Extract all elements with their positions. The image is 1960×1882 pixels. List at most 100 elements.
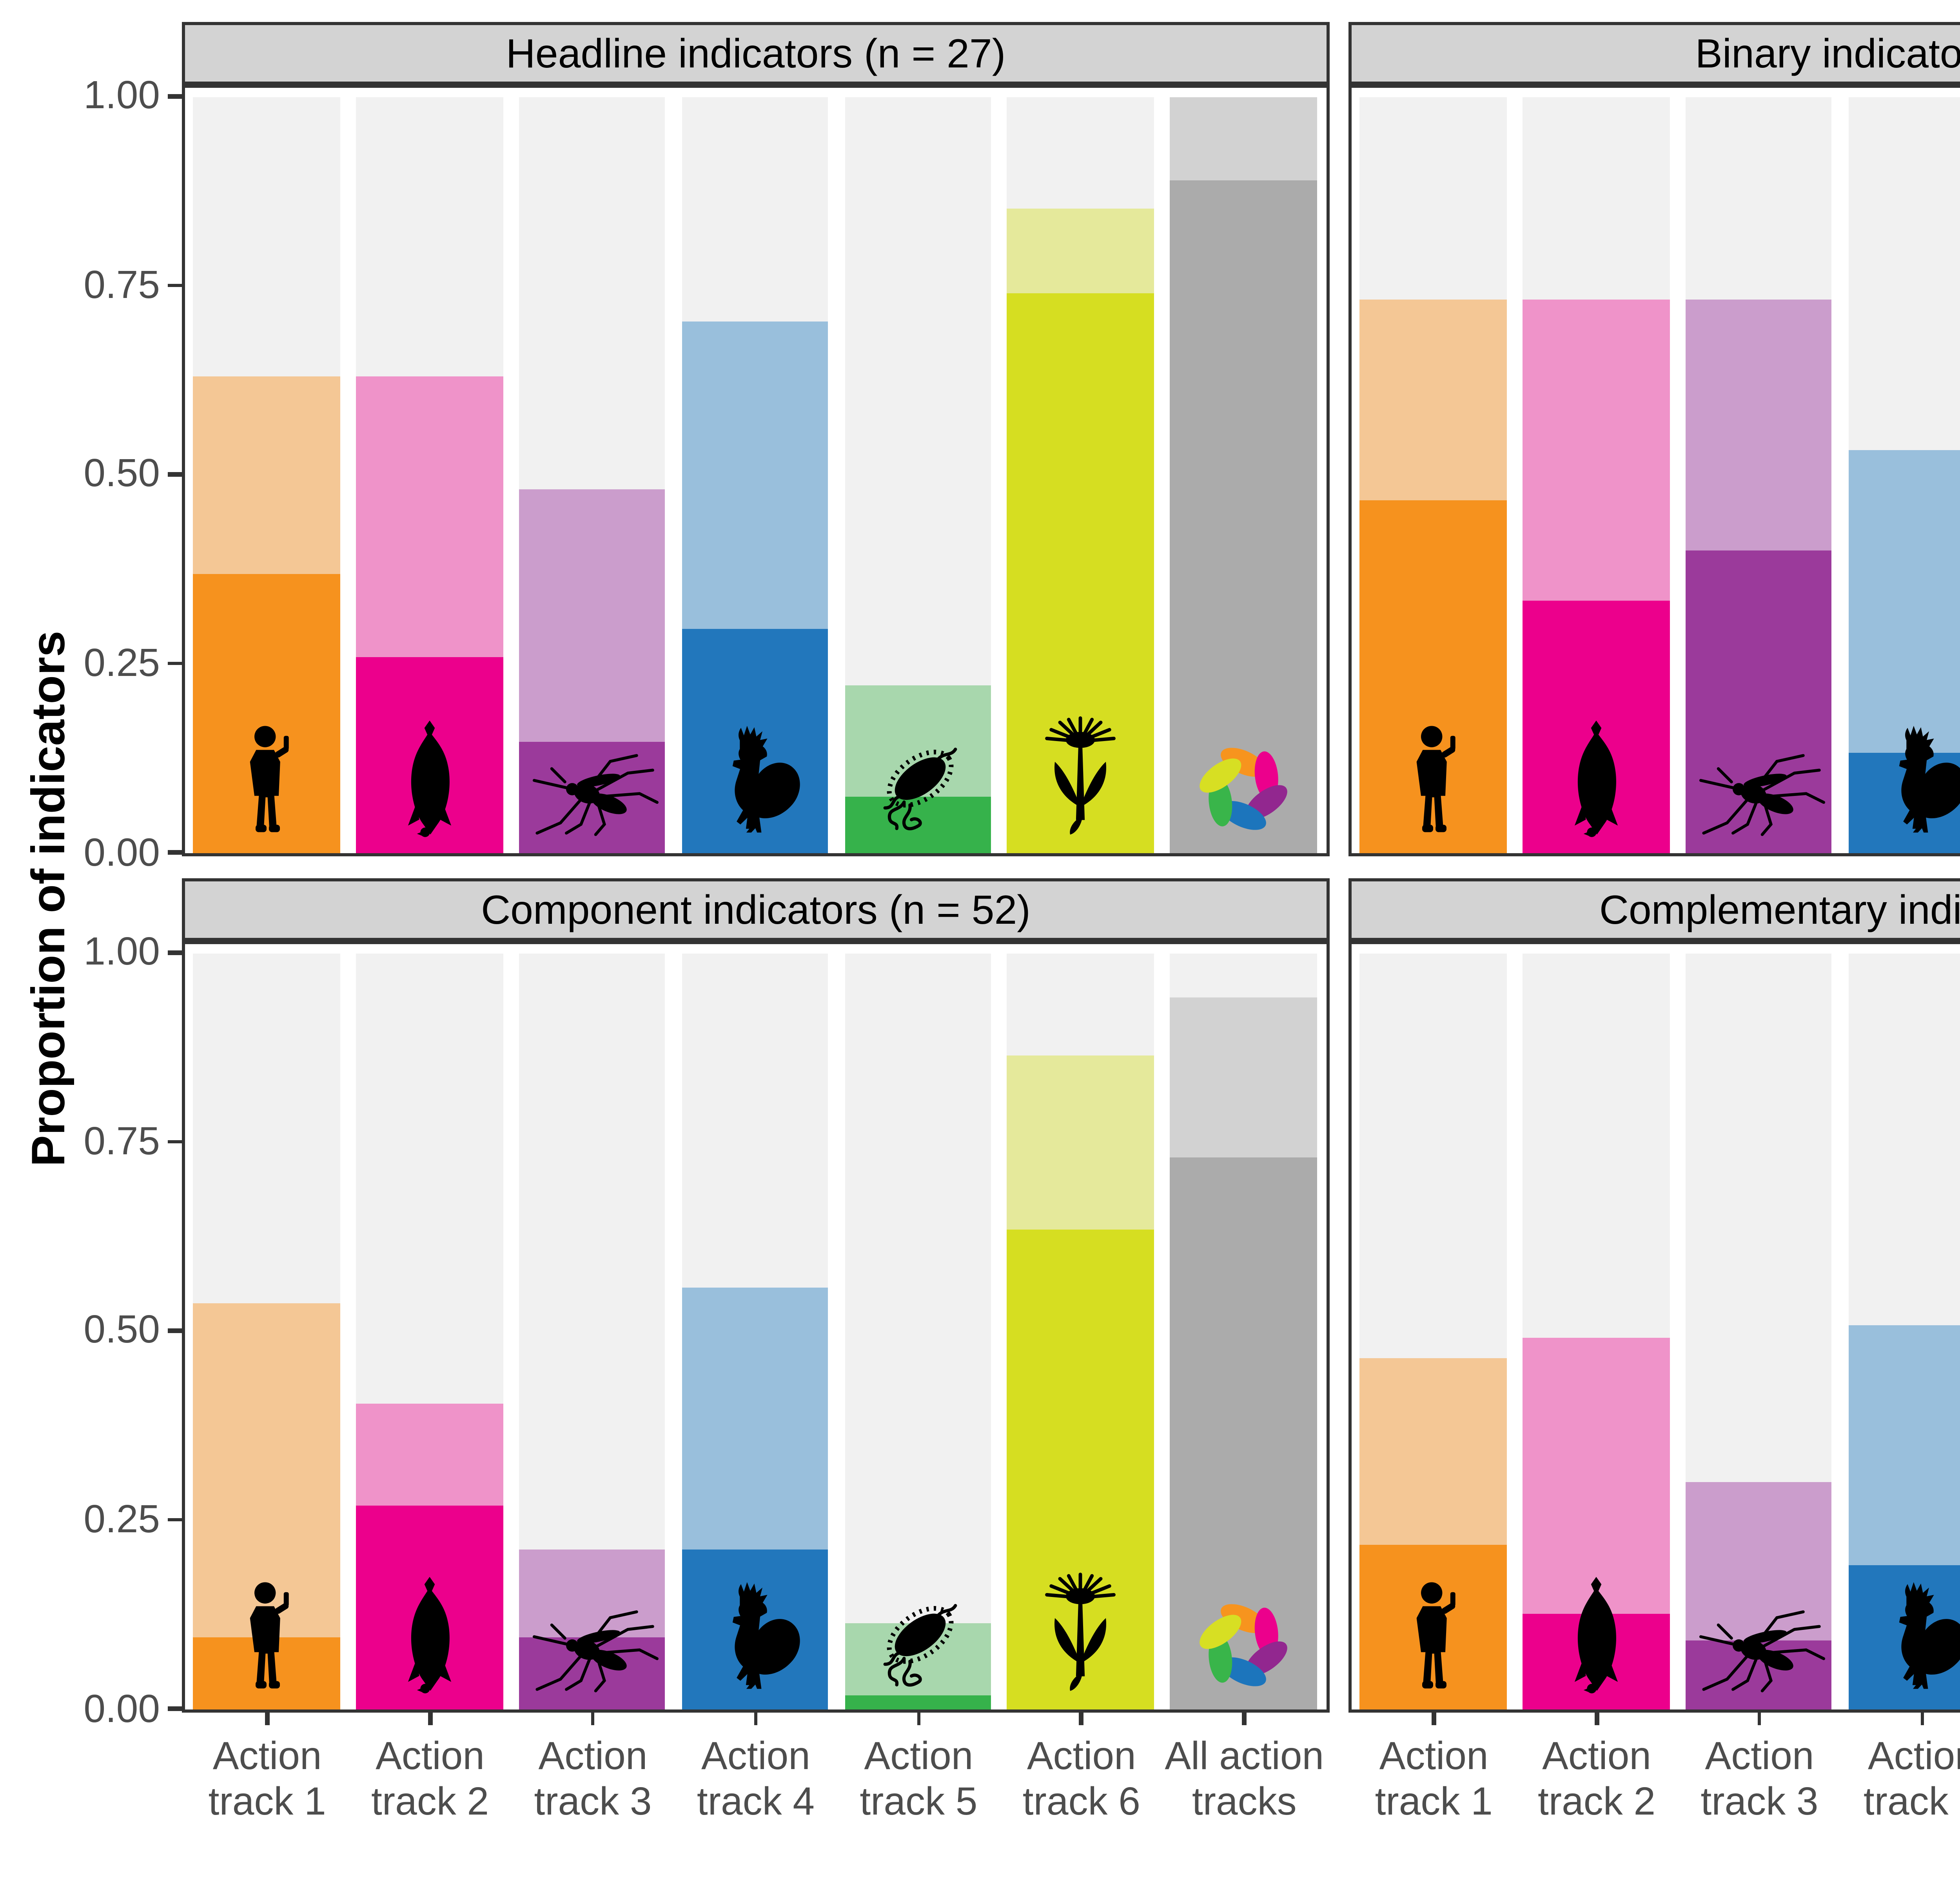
y-tick-label: 0.75 — [83, 263, 160, 307]
x-tick-mark — [916, 1713, 921, 1725]
panel-plot-area — [1348, 941, 1960, 1713]
y-tick-mark — [168, 94, 182, 98]
facet-strip: Complementary indicators (n = 110) — [1348, 878, 1960, 941]
x-tick-label: Action track 1 — [167, 1735, 367, 1826]
facet-title: Binary indicators (n = 15) — [1695, 29, 1960, 76]
x-tick-label: Action track 1 — [1334, 1735, 1534, 1826]
one-health-logo-icon — [1195, 740, 1292, 837]
bar-dark-segment — [844, 1695, 991, 1709]
x-tick-label: Action track 3 — [493, 1735, 693, 1826]
x-tick-mark — [1757, 1713, 1762, 1725]
bar-dark-segment — [1170, 181, 1317, 853]
panel-plot-area — [1348, 85, 1960, 856]
facet-strip: Headline indicators (n = 27) — [182, 22, 1330, 85]
y-tick-label: 0.50 — [83, 1308, 160, 1353]
poultry-icon — [1564, 1575, 1627, 1694]
y-tick-mark — [168, 1139, 182, 1144]
rooster-icon — [1873, 721, 1960, 837]
facet-binary-indicators: Binary indicators (n = 15) — [1348, 22, 1960, 856]
panel-plot-area — [182, 85, 1330, 856]
y-tick-mark — [168, 1707, 182, 1711]
x-tick-label-line: track 3 — [1700, 1780, 1818, 1824]
x-tick-mark — [754, 1713, 758, 1725]
mosquito-icon — [525, 1606, 660, 1694]
poultry-icon — [1564, 718, 1627, 837]
facet-component-indicators: Component indicators (n = 52) 1.00 0.75 0.… — [83, 878, 1330, 1824]
facet-strip: Binary indicators (n = 15) — [1348, 22, 1960, 85]
y-tick-mark — [168, 661, 182, 665]
human-icon — [1406, 1581, 1460, 1694]
flower-icon — [1038, 715, 1123, 837]
x-tick-label-line: track 3 — [534, 1780, 652, 1824]
facet-title: Complementary indicators (n = 110) — [1599, 885, 1960, 932]
facet-complementary-indicators: Complementary indicators (n = 110) Actio… — [1348, 878, 1960, 1824]
x-tick-label: All action tracks — [1144, 1735, 1345, 1826]
x-tick-label-line: Action — [376, 1735, 485, 1778]
y-tick-mark — [168, 472, 182, 476]
x-tick-mark — [1595, 1713, 1599, 1725]
y-tick-label: 0.00 — [83, 1687, 160, 1731]
facet-title: Component indicators (n = 52) — [481, 885, 1031, 932]
y-tick-label: 1.00 — [83, 930, 160, 975]
x-tick-label-line: Action — [701, 1735, 810, 1778]
x-tick-mark — [1920, 1713, 1924, 1725]
y-tick-label: 0.00 — [83, 830, 160, 874]
panel-plot-area — [182, 941, 1330, 1713]
y-tick-mark — [168, 1328, 182, 1333]
y-tick-mark — [168, 283, 182, 287]
x-tick-mark — [428, 1713, 432, 1725]
x-tick-label-line: Action — [212, 1735, 322, 1778]
x-tick-label-line: Action — [864, 1735, 973, 1778]
bar-dark-segment — [193, 573, 340, 853]
x-tick-label-line: track 1 — [1375, 1780, 1493, 1824]
flower-icon — [1038, 1571, 1123, 1694]
y-axis-title: Proportion of indicators — [24, 630, 75, 1167]
facet-title: Headline indicators (n = 27) — [506, 29, 1006, 76]
facet-strip: Component indicators (n = 52) — [182, 878, 1330, 941]
x-tick-label-line: Action — [1027, 1735, 1136, 1778]
x-tick-label-line: track 2 — [1538, 1780, 1656, 1824]
facet-headline-indicators: Headline indicators (n = 27) 1.00 0.75 0.5… — [83, 22, 1330, 874]
x-tick-label-line: track 4 — [1863, 1780, 1960, 1824]
x-tick-label-line: Action — [538, 1735, 648, 1778]
mosquito-icon — [1691, 750, 1826, 837]
human-icon — [240, 725, 293, 837]
y-tick-mark — [168, 950, 182, 955]
bacteria-icon — [872, 1597, 963, 1694]
y-tick-label: 1.00 — [83, 74, 160, 118]
poultry-icon — [398, 718, 461, 837]
rooster-icon — [706, 1578, 804, 1694]
bacteria-icon — [872, 740, 963, 837]
x-tick-mark — [1432, 1713, 1436, 1725]
x-tick-label-line: Action — [1379, 1735, 1488, 1778]
x-tick-label-line: track 4 — [697, 1780, 815, 1824]
x-tick-label-line: track 6 — [1022, 1780, 1140, 1824]
x-tick-label: Action track 6 — [981, 1735, 1181, 1826]
x-tick-label-line: tracks — [1192, 1780, 1297, 1824]
x-tick-label: Action track 2 — [330, 1735, 530, 1826]
x-tick-label-line: All action — [1165, 1735, 1324, 1778]
human-icon — [240, 1581, 293, 1694]
poultry-icon — [398, 1575, 461, 1694]
rooster-icon — [706, 721, 804, 837]
human-icon — [1406, 725, 1460, 837]
x-tick-label-line: Action — [1867, 1735, 1960, 1778]
x-tick-label: Action track 3 — [1659, 1735, 1860, 1826]
rooster-icon — [1873, 1578, 1960, 1694]
x-tick-mark — [1079, 1713, 1083, 1725]
y-tick-mark — [168, 1517, 182, 1522]
y-tick-label: 0.25 — [83, 641, 160, 685]
x-tick-label: Action track 2 — [1496, 1735, 1697, 1826]
x-tick-mark — [265, 1713, 269, 1725]
x-tick-label-line: Action — [1705, 1735, 1814, 1778]
y-tick-label: 0.75 — [83, 1119, 160, 1164]
x-tick-label-line: track 2 — [371, 1780, 489, 1824]
y-tick-label: 0.50 — [83, 452, 160, 496]
x-tick-label-line: track 1 — [208, 1780, 326, 1824]
x-tick-mark — [591, 1713, 595, 1725]
x-tick-label-line: Action — [1542, 1735, 1651, 1778]
y-tick-mark — [168, 850, 182, 854]
